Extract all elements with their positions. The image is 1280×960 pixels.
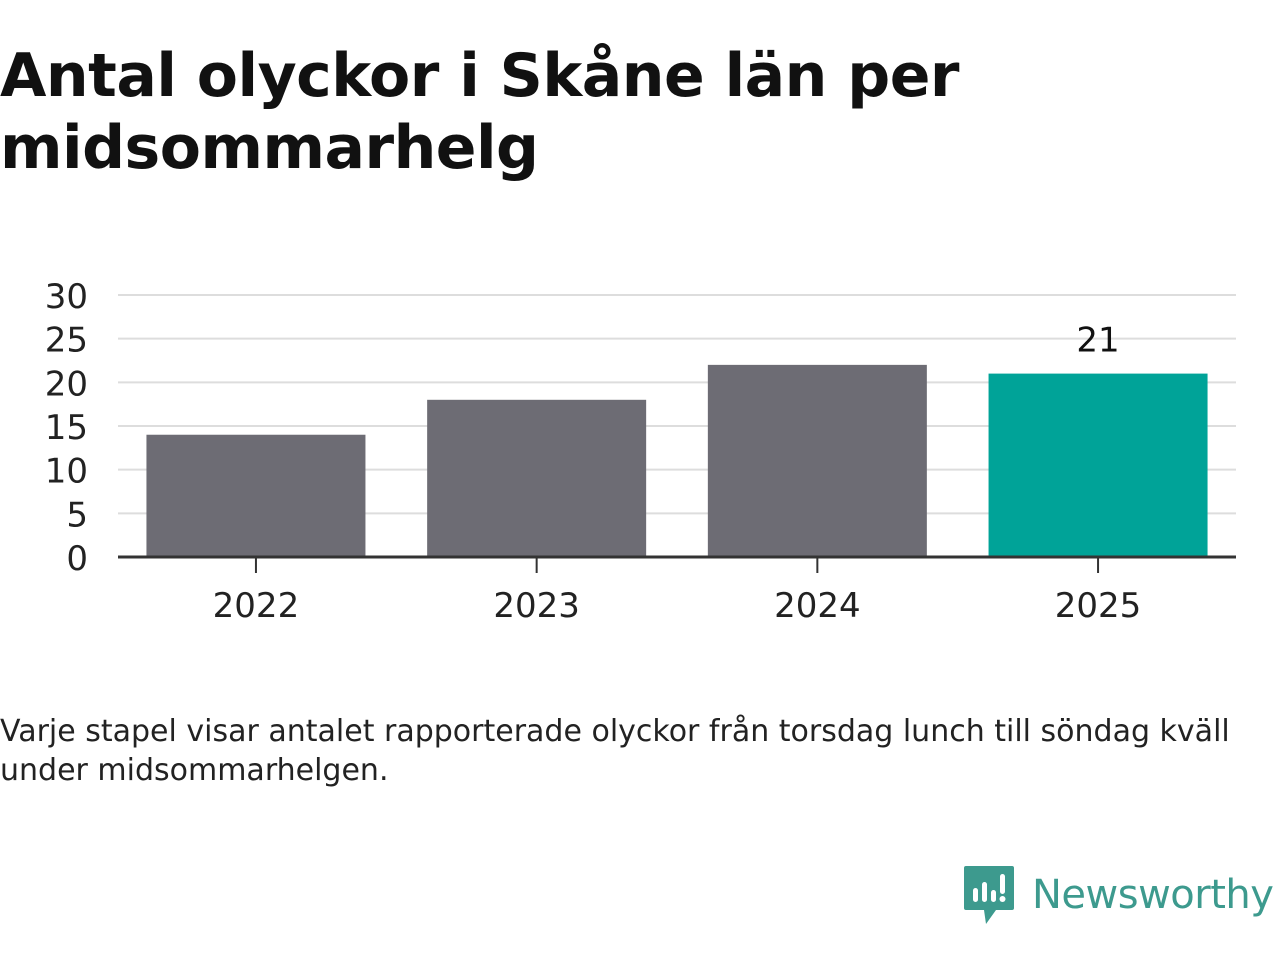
x-tick-label: 2025 xyxy=(1055,586,1142,626)
x-axis-tick-labels: 2022 2023 2024 2025 xyxy=(213,586,1142,626)
data-label-2025: 21 xyxy=(1076,321,1119,361)
bar-2025 xyxy=(988,373,1208,557)
x-tick-label: 2022 xyxy=(213,586,300,626)
brand-logo: Newsworthy xyxy=(962,862,1278,928)
chart-caption: Varje stapel visar antalet rapporterade … xyxy=(0,714,1230,788)
bar-2023 xyxy=(427,399,647,557)
y-tick-label: 10 xyxy=(45,452,88,492)
x-axis xyxy=(118,555,1236,573)
bar-2022 xyxy=(146,434,366,557)
y-tick-label: 30 xyxy=(45,277,88,317)
y-tick-label: 20 xyxy=(45,364,88,404)
bar-2024 xyxy=(707,364,927,557)
y-tick-label: 5 xyxy=(66,495,88,535)
newsworthy-logo-icon xyxy=(964,866,1014,924)
data-labels: 21 xyxy=(1076,321,1119,361)
brand-name: Newsworthy xyxy=(1032,872,1274,918)
chart-title: Antal olyckor i Skåne län per midsommarh… xyxy=(0,41,959,183)
y-tick-label: 0 xyxy=(66,539,88,579)
y-tick-label: 25 xyxy=(45,321,88,361)
y-tick-label: 15 xyxy=(45,408,88,448)
bars xyxy=(146,364,1208,557)
x-tick-label: 2024 xyxy=(774,586,861,626)
x-tick-label: 2023 xyxy=(493,586,580,626)
